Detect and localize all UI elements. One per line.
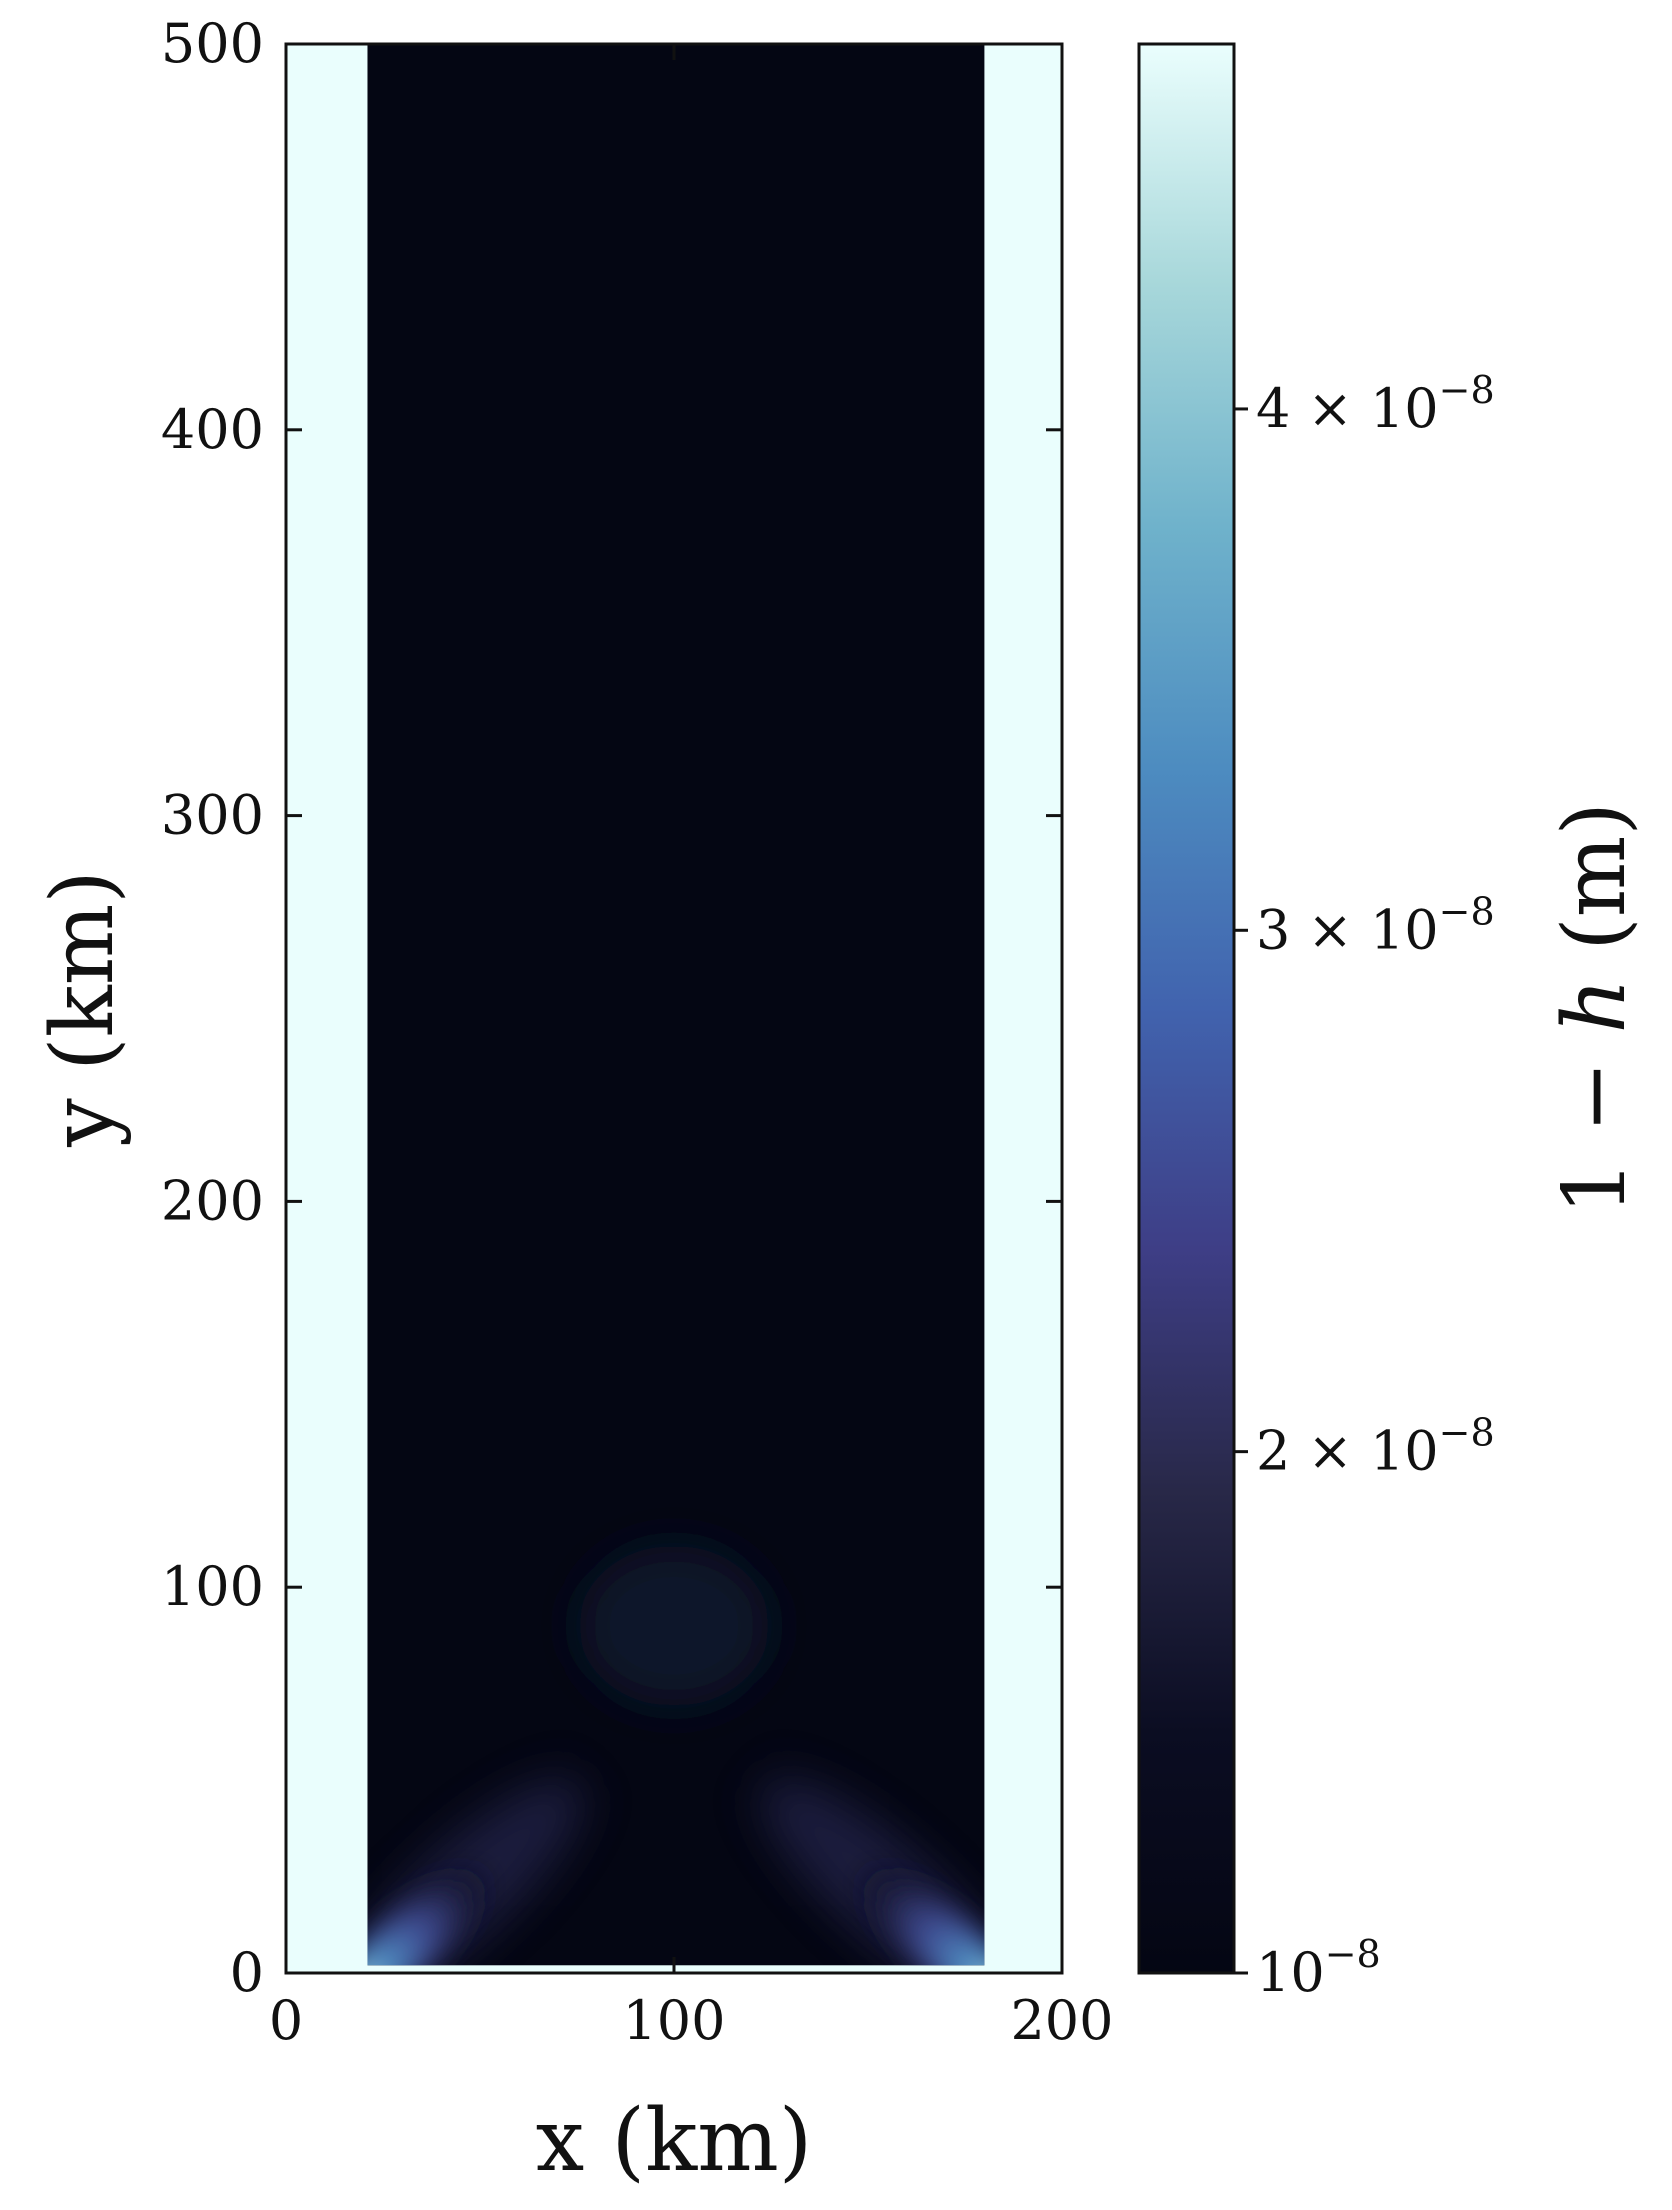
colorbar-tick-times: × — [1308, 377, 1370, 440]
colorbar-tick-base: 10 — [1256, 1941, 1325, 2004]
colorbar-label-unit: (m) — [1545, 802, 1645, 978]
y-tick-label: 500 — [161, 12, 264, 75]
colorbar-label: 1 − h (m) — [1545, 802, 1645, 1215]
colorbar-label-prefix: 1 − — [1545, 1033, 1645, 1214]
colorbar-label-variable: h — [1545, 978, 1645, 1033]
colorbar-tick-base: 10 — [1370, 1420, 1439, 1483]
plume-core — [855, 1862, 985, 1966]
colorbar-tick-label: 3 × 10−8 — [1256, 889, 1495, 961]
plume-feature — [760, 1777, 985, 1966]
colorbar: 10−82 × 10−83 × 10−84 × 10−8 1 − h (m) — [1137, 42, 1645, 2004]
y-tick-label: 300 — [161, 784, 264, 847]
y-tick-label: 100 — [161, 1555, 264, 1618]
colorbar-tick-label: 4 × 10−8 — [1256, 368, 1495, 440]
colorbar-tick-mantissa: 3 — [1256, 898, 1308, 961]
colorbar-tick-exponent: −8 — [1439, 889, 1495, 933]
colorbar-tick-label: 2 × 10−8 — [1256, 1411, 1495, 1483]
y-tick-label: 0 — [230, 1941, 264, 2004]
y-axis: 0 100 200 300 400 500 — [161, 12, 1062, 2004]
colorbar-ticks: 10−82 × 10−83 × 10−84 × 10−8 — [1234, 368, 1495, 2004]
colorbar-tick-mantissa: 2 — [1256, 1420, 1308, 1483]
colorbar-tick-times: × — [1308, 898, 1370, 961]
colorbar-tick-mantissa: 4 — [1256, 377, 1308, 440]
plume-core — [367, 1862, 494, 1966]
x-axis: 0 100 200 — [269, 44, 1114, 2052]
plot-area — [284, 42, 1064, 1975]
x-axis-label: x (km) — [536, 2091, 813, 2191]
x-tick-label: 100 — [622, 1989, 725, 2052]
arc-feature — [579, 1545, 769, 1706]
x-tick-label: 0 — [269, 1989, 303, 2052]
colorbar-tick-exponent: −8 — [1439, 1411, 1495, 1455]
heatmap-features — [367, 1545, 985, 1966]
y-tick-label: 200 — [161, 1169, 264, 1232]
colorbar-tick-exponent: −8 — [1439, 368, 1495, 412]
colorbar-tick-base: 10 — [1370, 898, 1439, 961]
plume-feature — [367, 1778, 585, 1966]
colorbar-tick-label: 10−8 — [1256, 1932, 1381, 2004]
colorbar-tick-base: 10 — [1370, 377, 1439, 440]
colorbar-tick-exponent: −8 — [1325, 1932, 1381, 1976]
colorbar-tick-times: × — [1308, 1420, 1370, 1483]
x-tick-label: 200 — [1010, 1989, 1113, 2052]
y-axis-label: y (km) — [33, 870, 133, 1148]
y-tick-label: 400 — [161, 398, 264, 461]
colorbar-scale — [1137, 42, 1236, 1975]
